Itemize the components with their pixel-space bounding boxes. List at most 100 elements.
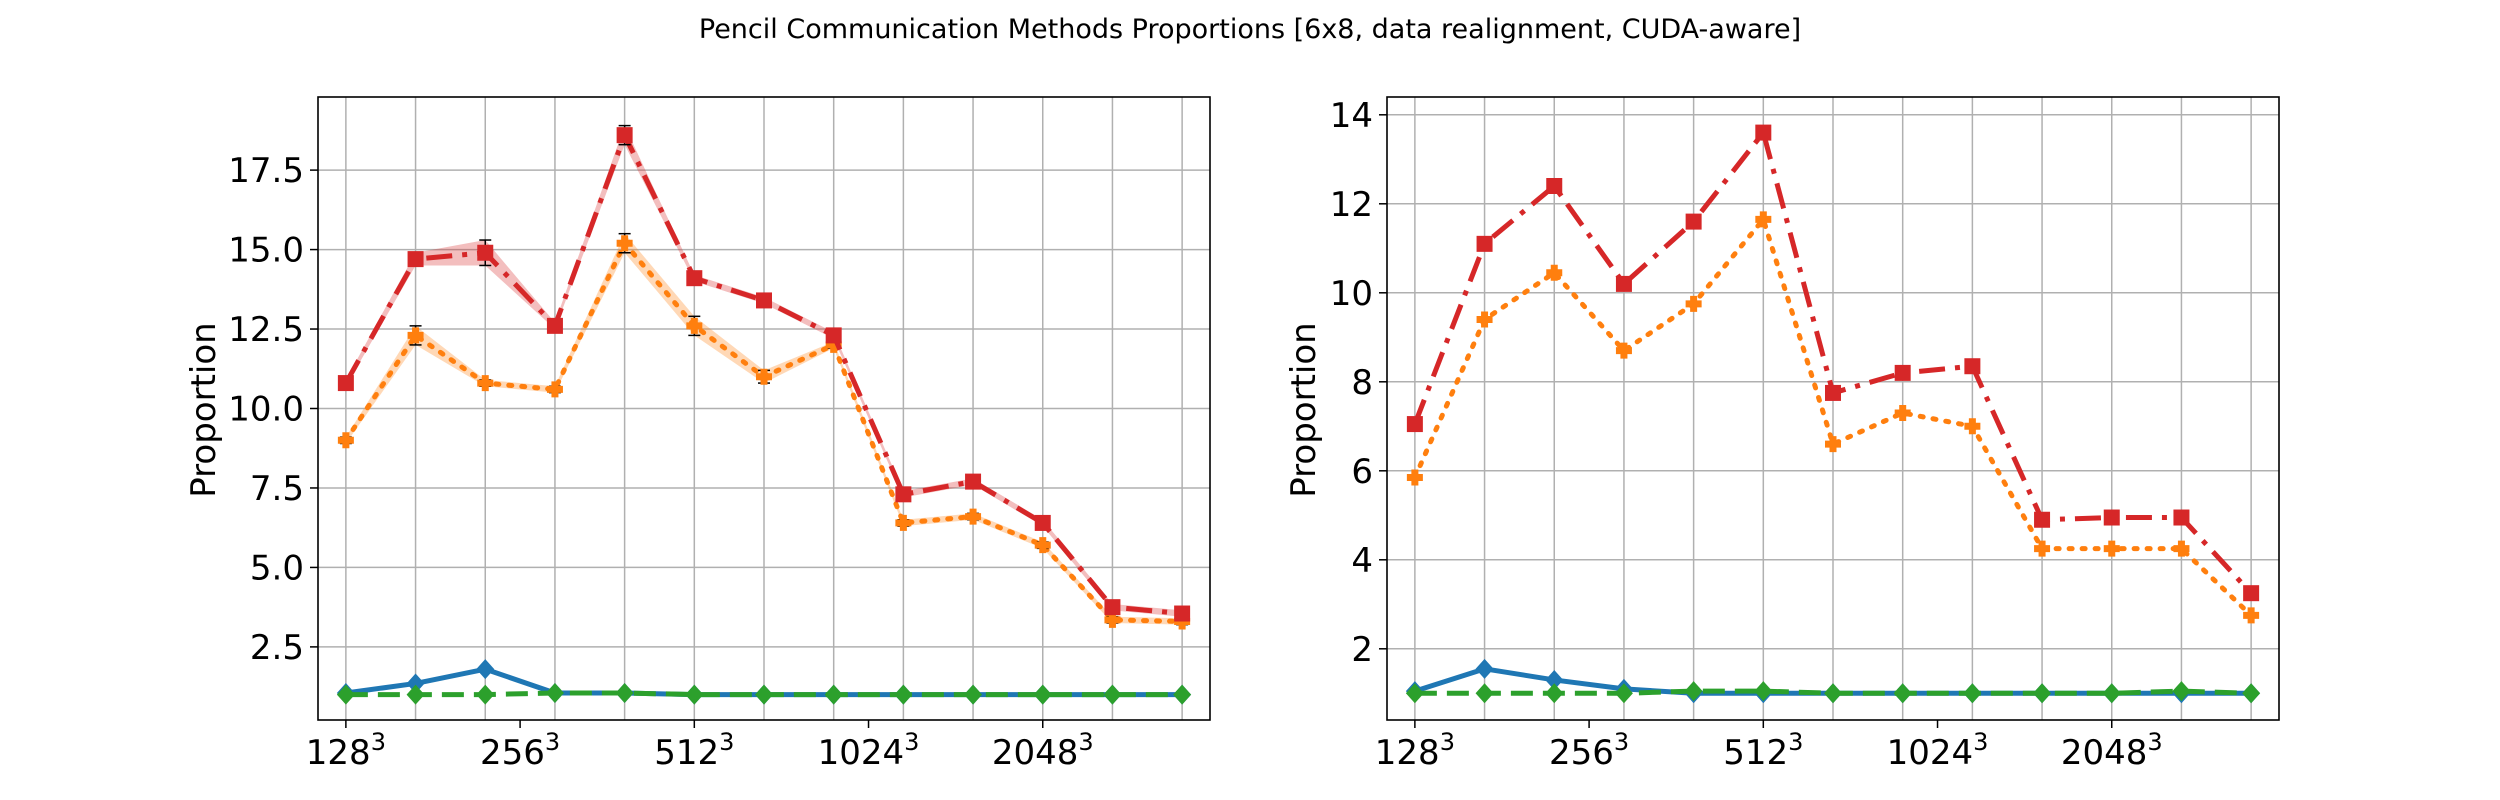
chart-2-series-3-point [1824,683,1842,704]
chart-1-series-4-point [337,375,354,392]
chart-1-xtick-label: 20483 [992,728,1094,773]
chart-1-series-3-point [545,682,564,703]
chart-1-xtick-base: 512 [654,733,719,773]
chart-1-series-2-point [1034,537,1051,554]
chart-2-series-4-point [1825,384,1841,401]
chart-2-xtick-label: 10243 [1887,728,1989,773]
chart-1-series-4-point [546,317,563,334]
chart-2-series-4-point [1406,416,1423,433]
chart-1-series-3-point [1103,684,1122,705]
chart-2-xtick-label: 5123 [1723,728,1803,773]
chart-1-series-2-point [477,375,494,392]
chart-2-series-4-point [1964,358,1981,375]
chart-2-xtick-exp: 3 [1614,728,1629,756]
chart-1-series-2-point [756,368,772,385]
chart-2-series-1-point [1475,658,1494,679]
chart-2-xtick-label: 20483 [2061,728,2163,773]
chart-2-series-4-point [2034,511,2051,528]
chart-2-ytick-label: 8 [1351,363,1373,403]
chart-2-ytick-label: 4 [1351,541,1373,581]
chart-2-series-3-point [2102,683,2121,704]
chart-1-series-4-point [616,127,633,144]
chart-2-xtick-label: 2563 [1549,728,1629,773]
chart-2-series-3-point [2172,681,2191,702]
chart-2-xtick-base: 1024 [1887,733,1974,773]
chart-1-series-3-point [615,682,634,703]
chart-1-ylabel: Proportion [184,322,224,497]
chart-2-ytick-label: 12 [1330,185,1373,225]
chart-1-ytick-label: 2.5 [250,628,304,668]
chart-2-xtick-base: 512 [1723,733,1788,773]
chart-1-series-2-point [686,317,703,334]
chart-1-series-4-point [965,473,982,490]
chart-1-xtick-label: 1283 [306,728,386,773]
chart-1-series-4-point [1034,514,1051,531]
chart-2-xtick-label: 1283 [1375,728,1455,773]
chart-2-series-4-point [1685,213,1702,230]
chart-1-series-2-point [825,336,842,353]
chart-2-series-4-point [1755,124,1772,141]
chart-1-series-2-point [546,381,563,398]
chart-2-series-4-point [2243,585,2260,602]
chart-1-xtick-label: 2563 [480,728,560,773]
chart-1-series-3-point [685,684,704,705]
chart-1-ytick-label: 5.0 [250,548,304,588]
chart-1-series-4-point [1174,605,1191,622]
chart-2-series-2-point [1615,342,1632,359]
chart-2-series-3-point [2242,683,2261,704]
chart-2-series-2-point [2034,540,2051,557]
chart-1-series-3-point [336,684,355,705]
chart-1-series-1-point [406,673,425,694]
chart-2-series-4-point [2103,509,2120,526]
chart-1-series-2-point [616,235,633,252]
chart-2-series-2-point [2103,540,2120,557]
chart-2-xtick-base: 256 [1549,733,1614,773]
chart-2-series-2-point [1476,311,1493,328]
chart-1-ytick-label: 7.5 [250,469,304,509]
chart-1-xtick-exp: 3 [545,728,560,756]
chart-2-series-3-point [1405,683,1424,704]
chart-1-series-2-point [337,432,354,449]
chart-2-series-3-point [1475,683,1494,704]
chart-2-series-2-point [2243,607,2260,624]
chart-1-frame [317,96,1211,721]
chart-1-series-4-point [756,292,772,309]
chart-2-ytick-label: 14 [1330,96,1373,136]
chart-2-series-3-point [1614,683,1633,704]
chart-2-series-2-point [1546,264,1563,281]
chart-1-series-4-point [895,486,912,503]
chart-2-series-2-point [2173,540,2190,557]
chart-1-series-2-point [407,327,424,344]
chart-1-series-2-point [965,508,982,525]
chart-2-series-4-point [1615,275,1632,292]
chart-1-series-3-point [1033,684,1052,705]
chart-1-series-2-point [1104,611,1121,628]
chart-1-series-3-point [894,684,913,705]
chart-1-series-4-point [407,251,424,268]
chart-2-series-4-point [2173,509,2190,526]
chart-1-ytick-label: 15.0 [228,231,304,271]
chart-1-xtick-base: 2048 [992,733,1079,773]
chart-2-series-3-point [1684,681,1703,702]
chart-2-ylabel: Proportion [1284,322,1324,497]
chart-1-ytick-label: 12.5 [228,310,304,350]
chart-2-series-4-point [1894,364,1911,381]
chart-2-series-4-point [1546,178,1563,194]
chart-1-series-3-point [476,684,495,705]
chart-1-xtick-exp: 3 [1078,728,1093,756]
chart-2-xtick-exp: 3 [1973,728,1988,756]
chart-1-ytick-label: 10.0 [228,390,304,430]
chart-2-ytick-label: 10 [1330,274,1373,314]
chart-1-xtick-exp: 3 [371,728,386,756]
chart-2-series-2-point [1825,436,1841,453]
chart-2-xtick-exp: 3 [1788,728,1803,756]
chart-2-series-2-point [1894,404,1911,421]
chart-2-xtick-exp: 3 [2147,728,2162,756]
chart-1-series-3-point [1173,684,1192,705]
chart-2-series-2-point [1964,418,1981,435]
chart-2-ytick-label: 2 [1351,630,1373,670]
chart-1-series-1-point [476,659,495,680]
chart-1-series-3-point [824,684,843,705]
